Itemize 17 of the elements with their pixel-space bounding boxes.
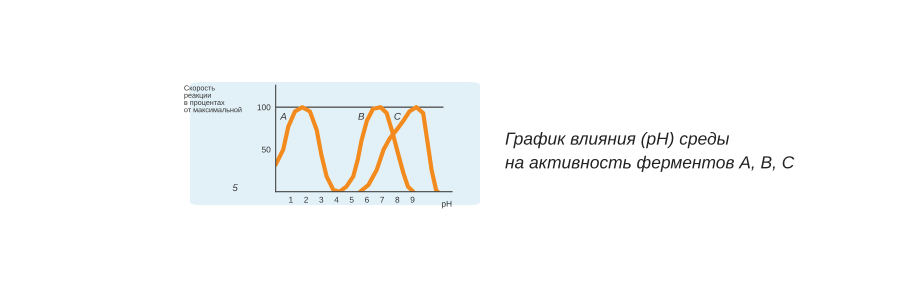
text: 5 [232,184,238,192]
x-tick-label: 4 [334,196,339,203]
x-tick-label: 7 [380,196,384,203]
x-tick-label: 1 [289,196,293,203]
x-axis-title: pH [442,200,452,208]
x-tick-label: 3 [319,196,324,203]
y-tick-label: 100 [258,104,270,110]
text: График влияния (pH) среды на активность ферментов А, В, С [505,132,794,172]
y-tick-label: 50 [262,146,270,153]
annotation: B [358,112,364,120]
x-tick-label: 8 [395,196,400,203]
x-tick-label: 6 [365,196,369,203]
x-tick-label: 2 [304,196,308,203]
x-tick-label: 5 [350,196,354,203]
annotation: A [280,112,286,120]
x-tick-label: 9 [410,196,414,203]
annotation: C [394,112,401,120]
